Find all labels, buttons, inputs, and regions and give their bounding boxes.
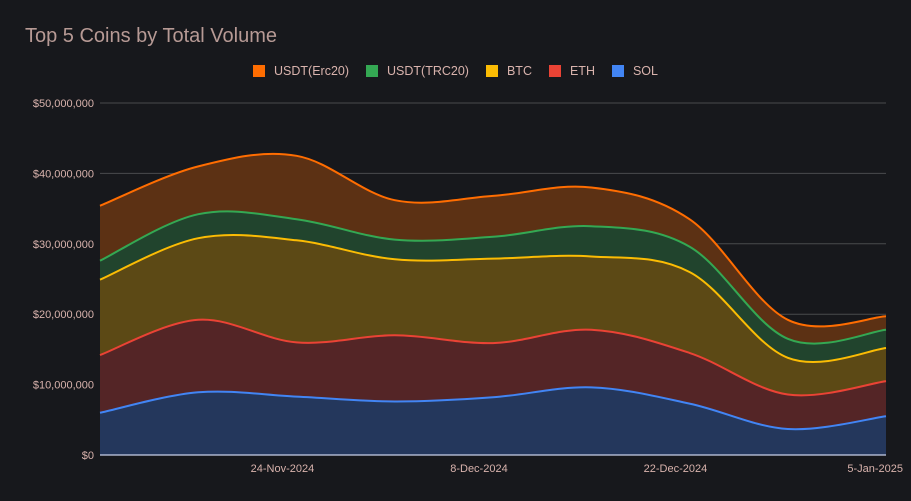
legend-swatch-eth [548, 65, 561, 77]
y-tick-label: $40,000,000 [33, 168, 94, 180]
chart-title: Top 5 Coins by Total Volume [25, 25, 278, 47]
x-tick-label: 22-Dec-2024 [644, 463, 708, 475]
y-tick-label: $50,000,000 [33, 98, 94, 110]
legend-label: USDT(TRC20) [387, 64, 469, 78]
x-tick-label: 5-Jan-2025 [847, 463, 903, 475]
legend-item-usdt-trc20[interactable]: USDT(TRC20) [366, 64, 469, 78]
legend-item-btc[interactable]: BTC [485, 64, 532, 78]
line-usdt-trc20[interactable] [99, 210, 887, 345]
chart-legend: USDT(Erc20) USDT(TRC20) BTC ETH SOL [0, 64, 911, 78]
line-eth[interactable] [99, 318, 887, 397]
line-usdt-erc20[interactable] [99, 152, 887, 328]
legend-label: SOL [632, 64, 658, 78]
line-btc[interactable] [99, 234, 887, 363]
x-tick-label: 24-Nov-2024 [251, 463, 315, 475]
legend-swatch-usdt-trc20 [366, 65, 379, 77]
legend-item-usdt-erc20[interactable]: USDT(Erc20) [253, 64, 349, 78]
x-tick-label: 8-Dec-2024 [450, 463, 507, 475]
area-eth [100, 319, 886, 430]
legend-label: ETH [569, 64, 595, 78]
area-usdt-erc20 [100, 153, 886, 344]
y-tick-label: $0 [82, 450, 94, 462]
legend-item-sol[interactable]: SOL [611, 64, 658, 78]
y-tick-label: $30,000,000 [33, 239, 94, 251]
area-btc [100, 234, 886, 396]
legend-swatch-usdt-erc20 [253, 65, 265, 77]
y-tick-label: $10,000,000 [33, 380, 94, 392]
y-axis-ticks: $0 $10,000,000 $20,000,000 $30,000,000 $40,0… [33, 98, 94, 462]
legend-item-eth[interactable]: ETH [548, 64, 595, 78]
legend-label: BTC [506, 64, 532, 78]
legend-swatch-sol [611, 65, 624, 77]
line-sol[interactable] [99, 386, 887, 431]
y-tick-label: $20,000,000 [33, 309, 94, 321]
legend-swatch-btc [485, 65, 498, 77]
area-usdt-trc20 [100, 211, 886, 363]
line-series [99, 152, 887, 456]
legend-label: USDT(Erc20) [274, 64, 350, 78]
x-axis-ticks: 24-Nov-2024 8-Dec-2024 22-Dec-2024 5-Jan-20… [251, 463, 903, 475]
